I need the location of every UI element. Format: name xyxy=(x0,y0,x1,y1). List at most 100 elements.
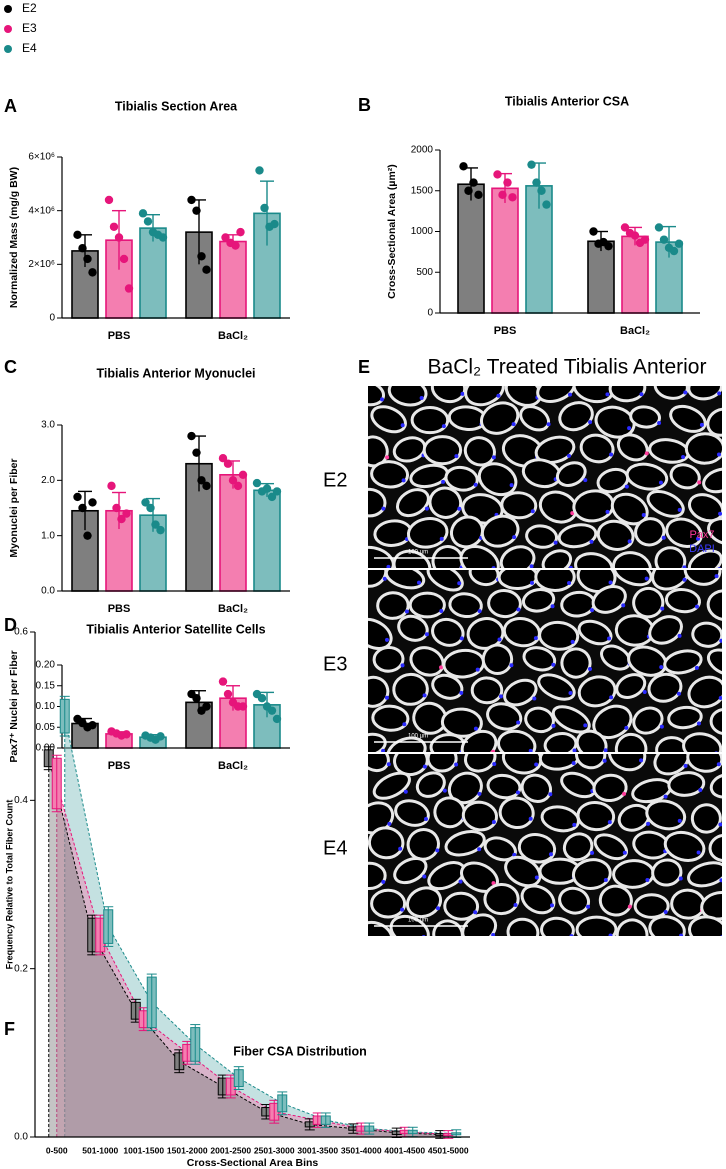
fiber xyxy=(682,732,722,752)
nucleus xyxy=(683,390,688,395)
nucleus xyxy=(718,511,722,516)
data-point xyxy=(498,190,507,200)
fiber xyxy=(558,401,594,432)
nucleus xyxy=(603,748,608,752)
fiber xyxy=(368,675,390,708)
nucleus xyxy=(381,879,386,884)
fiber xyxy=(540,916,575,936)
nucleus xyxy=(491,933,496,936)
nucleus xyxy=(386,940,390,944)
x-tick-label: 1501-2000 xyxy=(167,1145,208,1155)
x-axis-label: Cross-Sectional Area Bins xyxy=(187,1157,319,1169)
fiber xyxy=(368,386,386,407)
chart-title: Fiber CSA Distribution xyxy=(233,1044,367,1058)
fiber xyxy=(517,833,557,864)
fiber xyxy=(555,461,587,487)
legend-marker xyxy=(4,25,12,33)
nucleus xyxy=(387,821,392,826)
fiber xyxy=(706,589,722,622)
data-point xyxy=(262,484,272,493)
nucleus xyxy=(417,580,422,585)
x-tick-label: BaCl₂ xyxy=(620,325,650,337)
nucleus xyxy=(496,393,501,398)
data-point xyxy=(83,254,92,264)
fiber xyxy=(653,386,689,400)
nucleus xyxy=(659,665,664,670)
x-tick-label: 4501-5000 xyxy=(428,1145,469,1155)
data-point xyxy=(124,284,134,293)
nucleus xyxy=(513,903,518,908)
nucleus xyxy=(491,749,496,752)
nucleus xyxy=(607,636,612,641)
nucleus xyxy=(458,879,463,884)
fiber xyxy=(477,462,518,497)
data-point xyxy=(197,476,206,485)
fiber xyxy=(486,773,522,800)
nucleus xyxy=(658,480,663,485)
fiber xyxy=(520,884,556,915)
fiber xyxy=(651,570,690,591)
nucleus xyxy=(401,478,406,483)
nucleus xyxy=(534,762,539,767)
fiber xyxy=(571,858,612,890)
nucleus xyxy=(717,391,722,396)
nucleus xyxy=(550,604,555,609)
nucleus xyxy=(572,748,577,752)
nucleus xyxy=(497,637,502,642)
fiber xyxy=(368,920,394,936)
nucleus xyxy=(697,480,702,485)
nucleus xyxy=(621,603,626,608)
fiber xyxy=(506,917,540,936)
fiber xyxy=(486,702,523,731)
nucleus xyxy=(400,423,405,428)
fiber xyxy=(449,515,485,549)
data-point xyxy=(669,246,679,256)
nucleus xyxy=(424,506,429,511)
panel-letter: F xyxy=(4,1019,15,1039)
nucleus xyxy=(683,763,688,768)
fiber xyxy=(371,704,410,732)
data-point xyxy=(112,503,121,513)
data-point xyxy=(257,694,267,703)
nucleus xyxy=(641,513,646,518)
nucleus xyxy=(627,904,632,909)
data-point xyxy=(589,227,598,236)
nucleus xyxy=(491,820,496,825)
nucleus xyxy=(567,581,572,586)
fiber xyxy=(370,460,410,489)
legend-marker xyxy=(4,45,12,53)
data-point xyxy=(156,732,165,741)
data-point xyxy=(503,178,512,187)
nucleus xyxy=(572,822,577,827)
fiber xyxy=(415,771,446,798)
fiber xyxy=(663,649,703,675)
nucleus xyxy=(717,567,722,568)
bar xyxy=(219,473,247,592)
nucleus xyxy=(627,539,632,544)
nucleus xyxy=(441,479,446,484)
data-point xyxy=(88,268,97,277)
nucleus xyxy=(382,576,387,581)
nucleus xyxy=(439,536,444,541)
fiber xyxy=(368,545,395,568)
fiber xyxy=(384,570,426,590)
fiber xyxy=(691,621,722,648)
nucleus xyxy=(682,565,687,568)
data-point xyxy=(218,677,228,686)
fiber xyxy=(575,915,618,936)
y-tick-label: 4×10⁶ xyxy=(28,205,55,216)
fiber xyxy=(481,643,514,675)
fiber xyxy=(688,915,722,936)
x-tick-label: BaCl₂ xyxy=(218,603,248,615)
fiber xyxy=(405,886,443,919)
y-axis-label: Cross-Sectional Area (µm²) xyxy=(386,164,398,299)
fiber xyxy=(496,729,537,752)
data-point xyxy=(654,223,664,232)
scale-bar-label: 100 µm xyxy=(408,918,428,924)
fiber xyxy=(593,833,629,861)
chart-title: Tibialis Anterior CSA xyxy=(505,94,629,108)
fiber xyxy=(690,803,722,834)
nucleus xyxy=(509,483,514,488)
fiber xyxy=(654,546,687,568)
nucleus xyxy=(400,663,405,668)
